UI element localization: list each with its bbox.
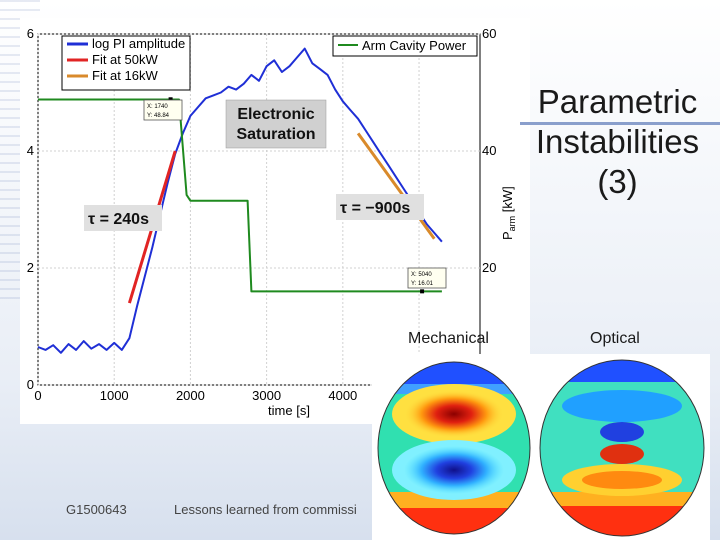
- datatip-1-y: Y: 48.84: [147, 113, 170, 119]
- y-left-tick-label-2: 4: [27, 143, 34, 158]
- title-underline: [520, 122, 720, 125]
- title-line-3: (3): [597, 163, 638, 200]
- datatip-marker-2: [420, 289, 425, 294]
- legend-entry-power: Arm Cavity Power: [362, 38, 467, 53]
- datatip-1-x: X: 1740: [147, 104, 168, 110]
- legend-right-box: [332, 35, 478, 57]
- tau2-label: τ = −900s: [340, 200, 410, 217]
- y-right-tick-label-1: 40: [482, 143, 496, 158]
- datatip-box-2: [407, 267, 447, 289]
- y-right-tick-label-0: 20: [482, 260, 496, 275]
- optical-mode-disc: [539, 359, 705, 537]
- saturation-label-line-1: Electronic: [237, 106, 314, 123]
- mode-shapes: [377, 359, 705, 537]
- tau2-box: [336, 194, 424, 220]
- datatip-2-y: Y: 16.01: [411, 281, 434, 287]
- tau1-box: [84, 205, 162, 231]
- legend-entry-1: Fit at 50kW: [92, 52, 158, 67]
- y-left-tick-label-0: 0: [27, 377, 34, 392]
- datatip-2-x: X: 5040: [411, 272, 432, 278]
- optical-label: Optical: [590, 330, 640, 347]
- x-axis-label: time [s]: [268, 403, 310, 418]
- saturation-box: [225, 99, 327, 149]
- series-log-pi-amplitude: [37, 47, 443, 354]
- legend-entry-0: log PI amplitude: [92, 36, 185, 51]
- title-line-1: Parametric: [537, 83, 698, 120]
- pi-chart: 0 1000 2000 3000 4000 0 2 4 6 20 40 60 time [s] Parm …: [26, 26, 517, 418]
- y-right-tick-label-2: 60: [482, 26, 496, 41]
- x-tick-label-1: 1000: [100, 388, 129, 403]
- datatip-box-1: [143, 99, 183, 121]
- x-tick-label-4: 4000: [328, 388, 357, 403]
- footer-document-id: G1500643: [66, 502, 127, 517]
- footer-talk-title: Lessons learned from commissi: [174, 502, 357, 517]
- x-tick-label-3: 3000: [252, 388, 281, 403]
- datatip-marker-1: [168, 97, 173, 102]
- legend-entry-2: Fit at 16kW: [92, 68, 158, 83]
- saturation-label-line-2: Saturation: [236, 126, 315, 143]
- y-left-tick-label-3: 6: [27, 26, 34, 41]
- y-left-tick-label-1: 2: [27, 260, 34, 275]
- y-right-axis-label: Parm [kW]: [500, 186, 517, 240]
- x-tick-label-2: 2000: [176, 388, 205, 403]
- series-fit-16kw: [356, 132, 436, 240]
- tau1-label: τ = 240s: [88, 211, 149, 228]
- mechanical-label: Mechanical: [408, 330, 489, 347]
- legend-right: Arm Cavity Power: [332, 35, 478, 57]
- mode-shape-panel: [372, 354, 710, 540]
- slide-title: Parametric Instabilities (3): [520, 82, 715, 202]
- title-line-2: Instabilities: [535, 123, 700, 160]
- x-tick-label-0: 0: [34, 388, 41, 403]
- mechanical-mode-disc: [377, 361, 531, 535]
